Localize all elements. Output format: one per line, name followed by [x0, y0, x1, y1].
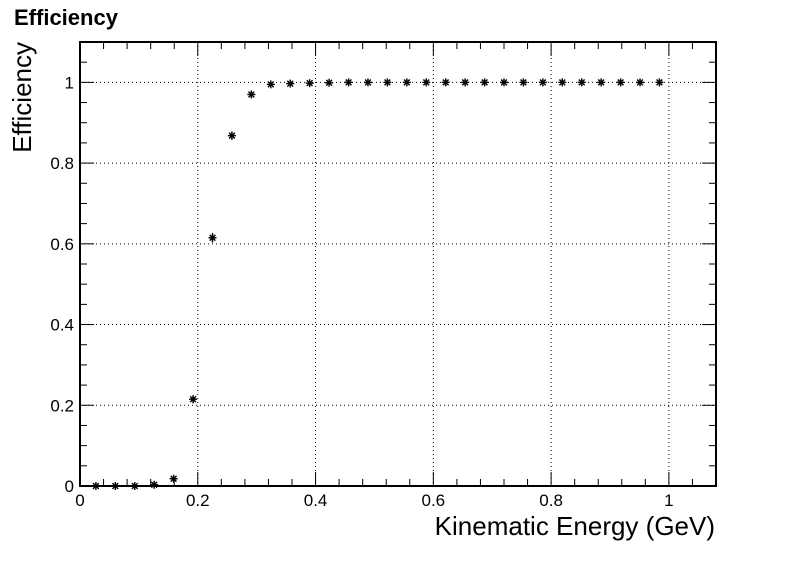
data-point	[325, 78, 334, 87]
x-tick-label: 0.8	[539, 491, 563, 510]
x-tick-label: 0.2	[186, 491, 210, 510]
data-point	[500, 78, 508, 87]
major-ticks	[79, 42, 716, 487]
y-axis-title: Efficiency	[7, 42, 37, 153]
data-point	[383, 78, 392, 87]
data-point	[266, 80, 275, 89]
data-point	[363, 78, 372, 87]
data-point	[150, 480, 159, 489]
data-point	[616, 78, 625, 87]
data-point	[286, 79, 295, 88]
data-point	[402, 78, 411, 87]
data-point	[441, 78, 450, 87]
data-point	[636, 78, 645, 87]
chart-title: Efficiency	[14, 5, 119, 30]
x-tick-label: 0.4	[304, 491, 328, 510]
minor-ticks	[80, 42, 716, 486]
data-point	[538, 78, 547, 87]
y-tick-label: 0.4	[50, 316, 74, 335]
x-tick-label: 1	[664, 491, 673, 510]
y-tick-label: 0.2	[50, 396, 74, 415]
data-point	[655, 78, 664, 87]
data-point	[344, 78, 353, 87]
data-point	[305, 79, 314, 88]
data-point	[247, 90, 256, 99]
data-point	[189, 395, 198, 404]
data-point	[577, 78, 586, 87]
y-tick-label: 1	[65, 73, 74, 92]
data-point	[227, 131, 236, 140]
y-tick-label: 0.8	[50, 154, 74, 173]
data-point	[169, 474, 178, 483]
plot-frame	[79, 41, 717, 487]
data-point	[558, 78, 567, 87]
y-tick-label: 0	[65, 477, 74, 496]
data-point	[480, 78, 489, 87]
tick-labels: 0 0.2 0.4 0.6 0.8 1 0 0.2 0.4 0.6 0.8 1	[50, 73, 673, 510]
data-point	[422, 78, 431, 87]
x-tick-label: 0.6	[422, 491, 446, 510]
data-point	[519, 78, 528, 87]
x-tick-label: 0	[75, 491, 84, 510]
data-point	[597, 78, 606, 87]
data-point	[461, 78, 470, 87]
x-axis-title: Kinematic Energy (GeV)	[435, 511, 715, 541]
y-tick-label: 0.6	[50, 235, 74, 254]
data-point	[208, 232, 217, 243]
